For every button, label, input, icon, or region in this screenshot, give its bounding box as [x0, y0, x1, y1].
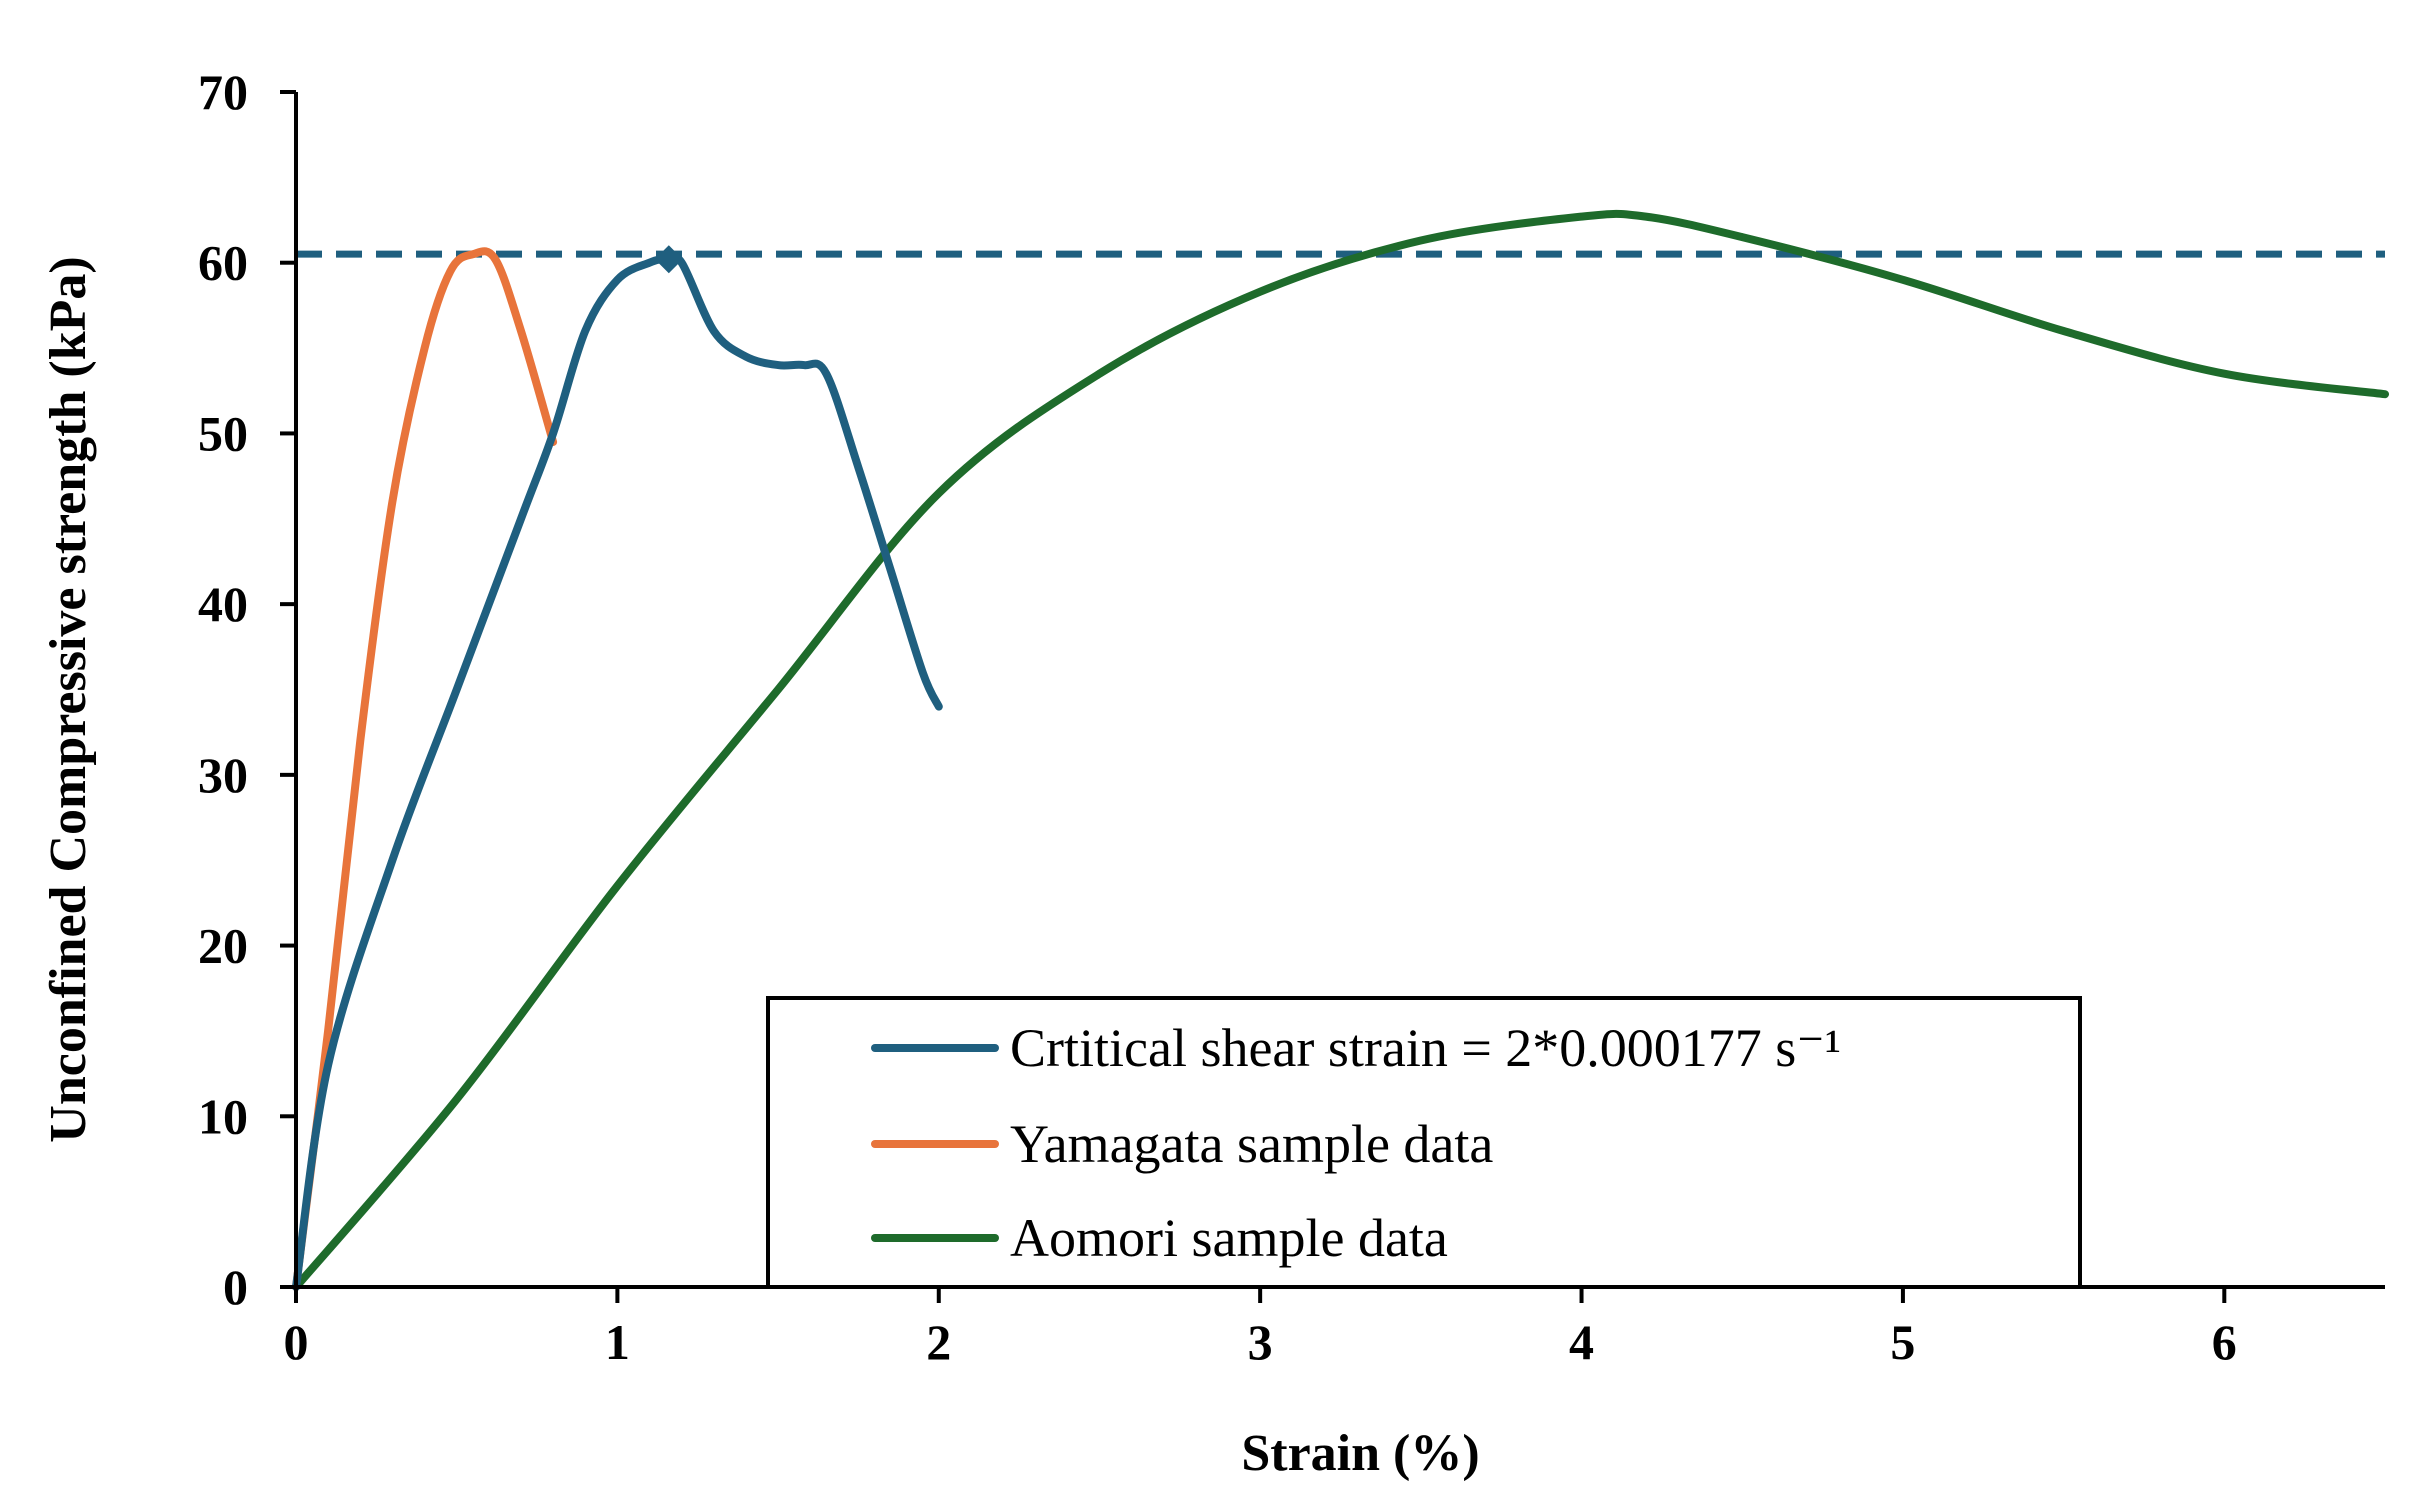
x-tick-labels: 0 1 2 3 4 5 6: [284, 1287, 2237, 1370]
legend-label-1: Yamagata sample data: [1010, 1114, 1493, 1174]
y-axis-title: Unconfined Compressive strength (kPa): [40, 256, 97, 1142]
y-tick-label: 40: [198, 576, 248, 632]
y-tick-label: 50: [198, 405, 248, 461]
legend: Crtitical shear strain = 2*0.000177 s⁻¹ Y…: [766, 996, 2082, 1289]
plot-lines: [292, 209, 2389, 1291]
x-axis-title: Strain (%): [1241, 1425, 1479, 1482]
y-tick-label: 60: [198, 235, 248, 291]
peak-marker: [654, 245, 683, 274]
y-tick-label: 0: [223, 1259, 248, 1315]
legend-label-2: Aomori sample data: [1010, 1208, 1448, 1268]
x-tick-label: 1: [605, 1314, 630, 1370]
y-tick-labels: 0 10 20 30 40 50 60 70: [198, 64, 296, 1315]
series-line-1: [292, 247, 558, 1291]
x-tick-label: 3: [1248, 1314, 1273, 1370]
y-tick-label: 30: [198, 747, 248, 803]
legend-label-0: Crtitical shear strain = 2*0.000177 s⁻¹: [1010, 1018, 1841, 1078]
x-tick-label: 0: [284, 1314, 309, 1370]
x-tick-label: 6: [2212, 1314, 2237, 1370]
series-line-2: [292, 209, 2389, 1291]
x-tick-label: 2: [926, 1314, 951, 1370]
y-tick-label: 20: [198, 918, 248, 974]
x-tick-label: 4: [1569, 1314, 1594, 1370]
x-tick-label: 5: [1890, 1314, 1915, 1370]
y-tick-label: 10: [198, 1088, 248, 1144]
y-tick-label: 70: [198, 64, 248, 120]
